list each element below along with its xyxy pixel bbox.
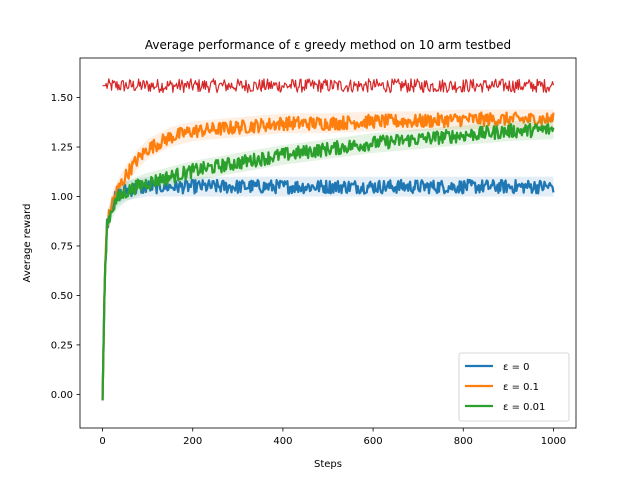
plot-area [101,78,555,403]
legend-label: ε = 0 [503,362,530,373]
series-2 [101,119,555,403]
chart-title: Average performance of ε greedy method o… [145,38,511,52]
x-tick-label: 200 [183,436,202,447]
series-1 [101,109,555,403]
legend-label: ε = 0.1 [503,382,539,393]
y-tick-label: 0.00 [51,390,73,401]
y-tick-label: 0.75 [51,241,73,252]
series-1-line [101,111,555,401]
x-axis-label: Steps [314,459,342,470]
series-0-line [101,178,555,401]
y-tick-label: 1.25 [51,143,73,154]
y-tick-label: 1.50 [51,93,73,104]
legend-label: ε = 0.01 [503,402,545,413]
series-0 [101,176,555,403]
x-tick-label: 400 [273,436,292,447]
x-tick-label: 1000 [541,436,566,447]
series-3-line [102,78,555,94]
y-tick-label: 1.00 [51,192,73,203]
y-axis-ticks: 0.00 0.25 0.50 0.75 1.00 1.25 1.50 [51,93,80,401]
legend-box [458,352,570,422]
x-axis-ticks: 0 200 400 600 800 1000 [99,428,566,447]
y-tick-label: 0.25 [51,340,73,351]
x-tick-label: 600 [364,436,383,447]
y-axis-label: Average reward [22,204,33,283]
legend: ε = 0 ε = 0.1 ε = 0.01 [458,352,570,422]
x-tick-label: 0 [99,436,105,447]
y-tick-label: 0.50 [51,291,73,302]
x-tick-label: 800 [454,436,473,447]
axes-frame [79,57,577,429]
series-3 [102,78,555,94]
series-2-line [101,122,555,401]
